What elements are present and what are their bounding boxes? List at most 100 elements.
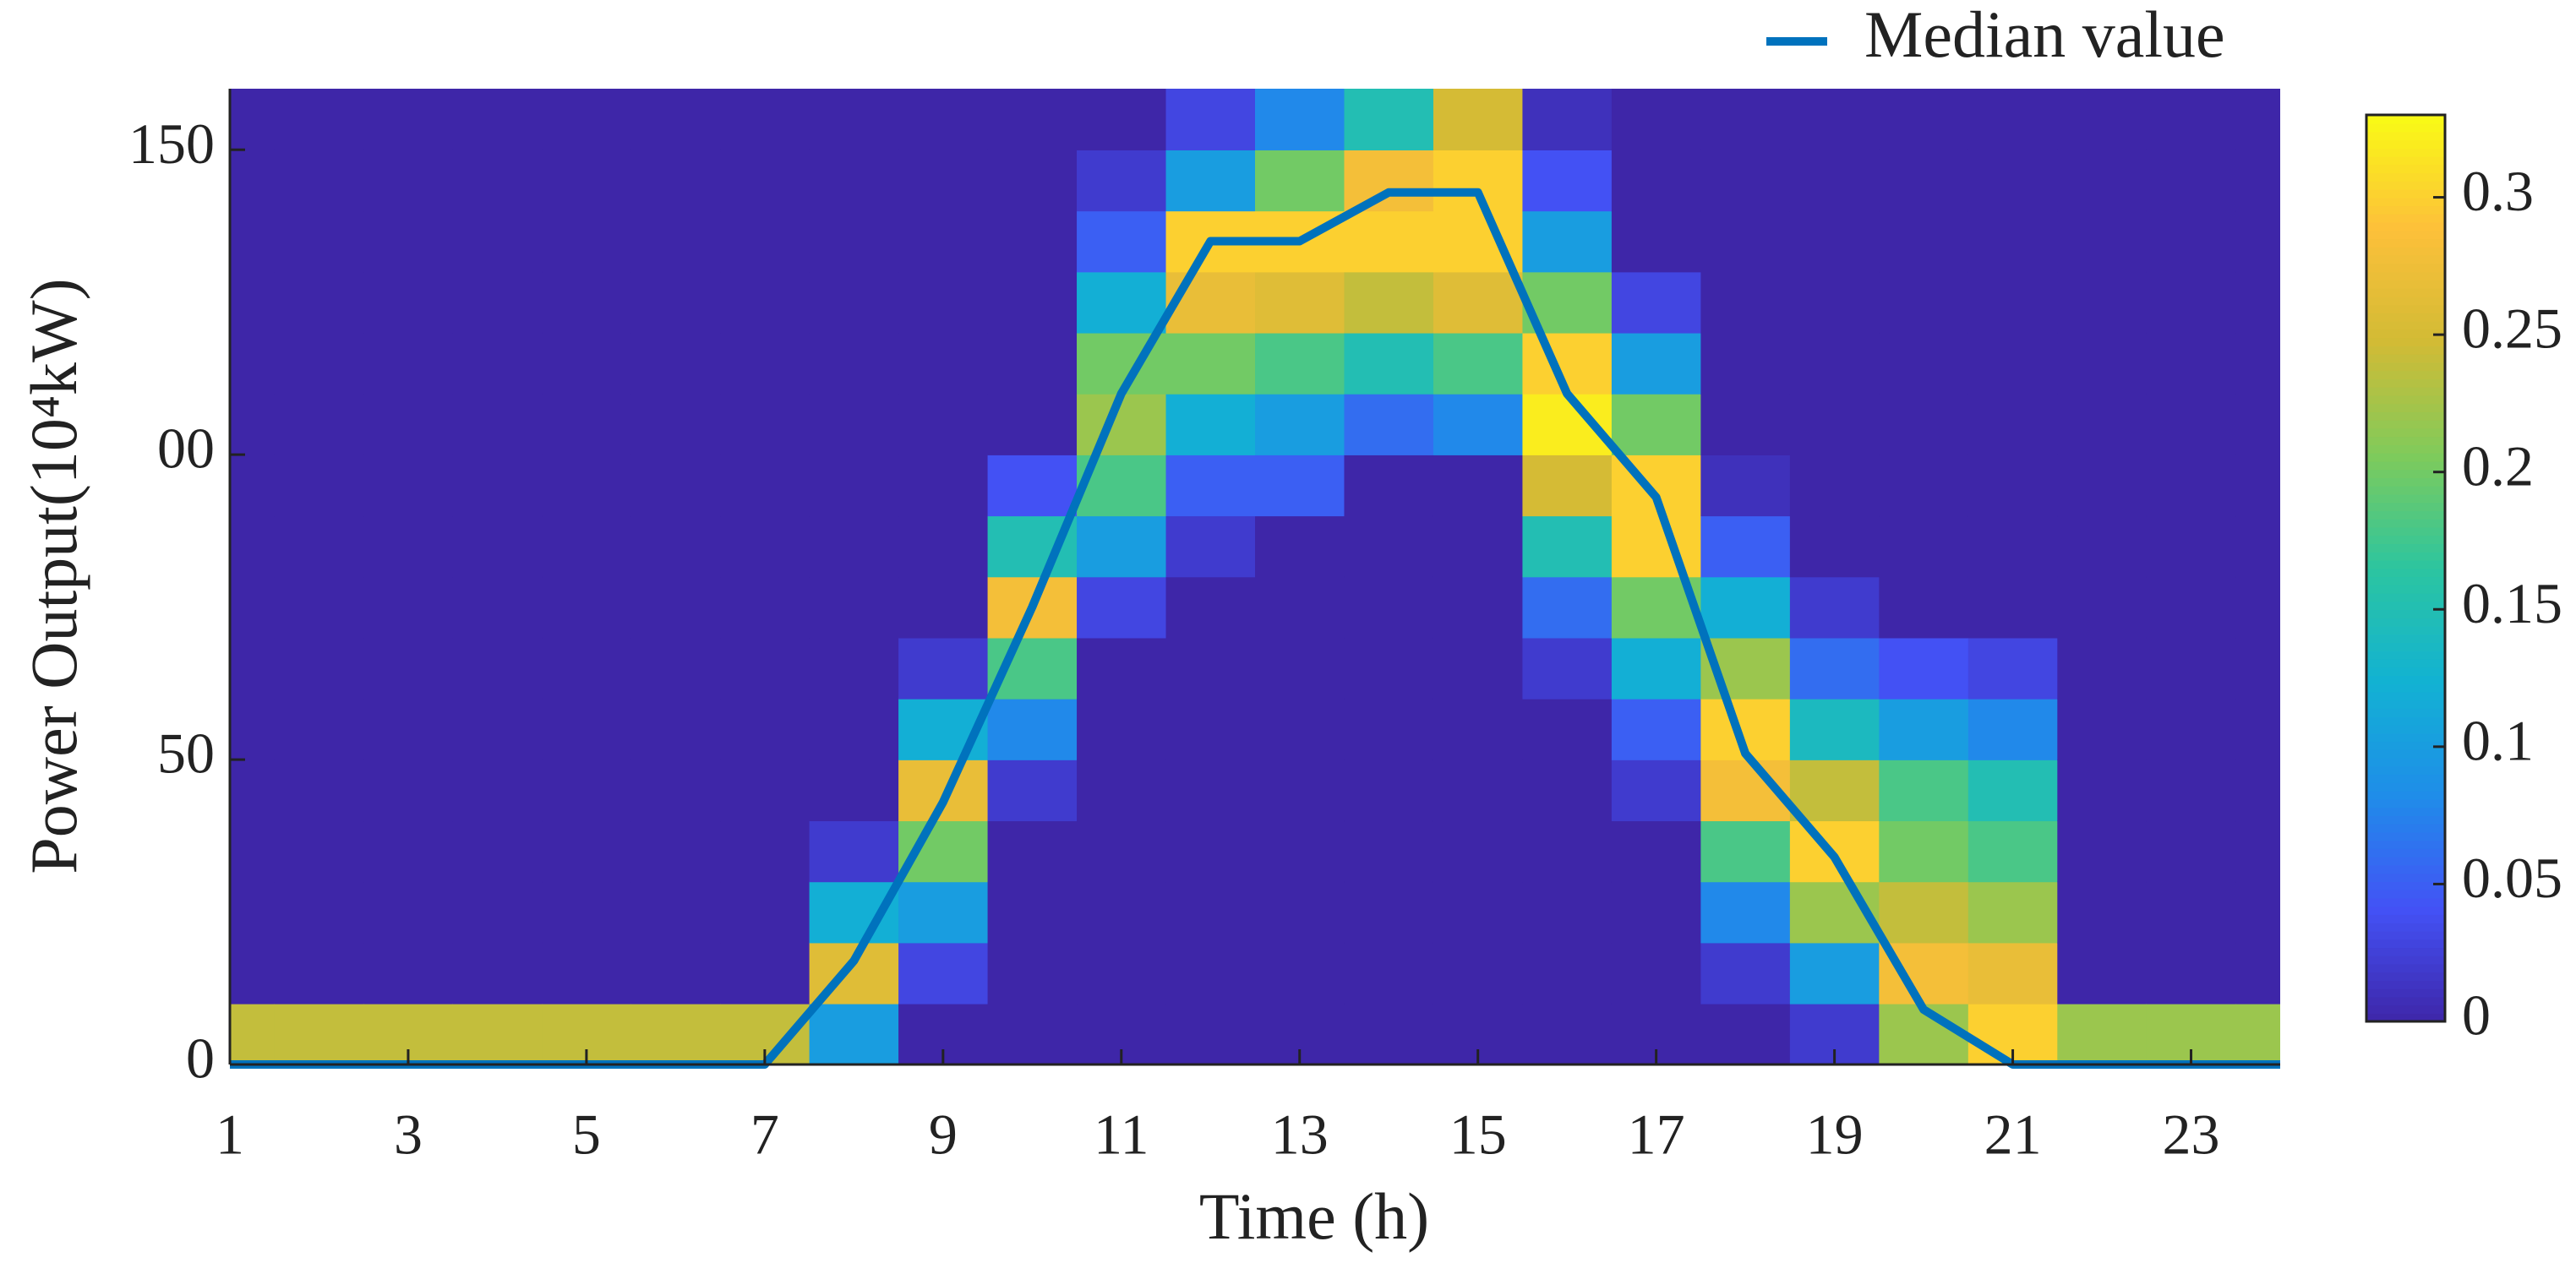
heat-cell [452, 332, 543, 395]
heat-cell [363, 637, 454, 700]
colorbar-step [2366, 864, 2445, 874]
heat-cell [2057, 89, 2148, 150]
heat-cell [630, 515, 721, 578]
heat-cell [1879, 698, 1969, 760]
heat-cell [630, 820, 721, 883]
heat-cell [1433, 455, 1524, 517]
heat-cell [1967, 637, 2059, 700]
heat-cell [987, 698, 1078, 760]
heat-cell [720, 760, 810, 822]
colorbar-step [2366, 897, 2445, 907]
heat-cell [274, 698, 365, 760]
heat-cell [363, 881, 454, 944]
colorbar-step [2366, 427, 2445, 438]
heat-cell [1433, 698, 1524, 760]
heat-cell [1789, 760, 1880, 822]
colorbar-step [2366, 972, 2445, 982]
heat-cell [898, 576, 989, 639]
heat-cell [1789, 455, 1880, 517]
heat-cell [542, 393, 632, 455]
heat-cell [1165, 1003, 1256, 1064]
heat-cell [809, 515, 899, 578]
heat-cell [2146, 637, 2237, 700]
heat-cell [2146, 271, 2237, 334]
colorbar-step [2366, 370, 2445, 379]
heat-cell [1433, 271, 1524, 334]
colorbar-step [2366, 749, 2445, 759]
heat-cell [1967, 393, 2059, 455]
heat-cell [1433, 820, 1524, 883]
heat-cell [2146, 150, 2237, 212]
heat-cell [1344, 455, 1434, 517]
heat-cell [1967, 942, 2059, 1004]
heat-cell [1879, 332, 1969, 395]
colorbar-step [2366, 313, 2445, 322]
heat-cell [274, 942, 365, 1004]
heat-cell [1165, 89, 1256, 150]
heat-cell [452, 942, 543, 1004]
heat-cell [2057, 515, 2148, 578]
heat-cell [898, 89, 989, 150]
heat-cell [2146, 89, 2237, 150]
heat-cell [1700, 576, 1791, 639]
colorbar-step [2366, 667, 2445, 677]
colorbar-step [2366, 609, 2445, 618]
heat-cell [1611, 89, 1702, 150]
colorbar-step [2366, 691, 2445, 701]
heat-cell [1879, 455, 1969, 517]
heat-cell [230, 332, 276, 395]
colorbar-step [2366, 815, 2445, 825]
heat-cell [1789, 515, 1880, 578]
heat-cell [630, 637, 721, 700]
heat-cell [1522, 637, 1613, 700]
colorbar-step [2366, 996, 2445, 1006]
colorbar-step [2366, 337, 2445, 346]
colorbar-step [2366, 444, 2445, 454]
heat-cell [2235, 515, 2280, 578]
heat-cell [230, 820, 276, 883]
heat-cell [809, 576, 899, 639]
colorbar-step [2366, 247, 2445, 256]
colorbar-step [2366, 601, 2445, 611]
heat-cell [2057, 332, 2148, 395]
colorbar-step [2366, 254, 2445, 264]
heat-cell [1700, 1003, 1791, 1064]
heat-cell [1879, 881, 1969, 944]
colorbar-step [2366, 559, 2445, 569]
heat-cell [2057, 698, 2148, 760]
heat-cell [1611, 515, 1702, 578]
heat-cell [1789, 332, 1880, 395]
heat-cell [1077, 150, 1167, 212]
heatmap [230, 89, 2280, 1064]
heat-cell [1165, 881, 1256, 944]
heat-cell [230, 393, 276, 455]
heat-cell [452, 271, 543, 334]
heat-cell [2057, 760, 2148, 822]
heat-cell [1255, 150, 1345, 212]
heat-cell [274, 393, 365, 455]
heat-cell [2235, 820, 2280, 883]
heat-cell [1165, 942, 1256, 1004]
heat-cell [1077, 881, 1167, 944]
heat-cell [630, 760, 721, 822]
heat-cell [1344, 393, 1434, 455]
heat-cell [452, 150, 543, 212]
heat-cell [898, 455, 989, 517]
colorbar-step [2366, 906, 2445, 915]
heat-cell [898, 942, 989, 1004]
colorbar-step [2366, 221, 2445, 231]
heat-cell [2235, 210, 2280, 273]
heat-cell [2057, 637, 2148, 700]
colorbar-tick-label: 0.05 [2462, 846, 2562, 910]
colorbar-tick-label: 0.1 [2462, 708, 2534, 772]
heat-cell [1165, 515, 1256, 578]
heat-cell [1700, 89, 1791, 150]
heat-cell [452, 1003, 543, 1064]
heat-cell [274, 881, 365, 944]
heat-cell [1255, 271, 1345, 334]
heat-cell [809, 150, 899, 212]
heat-cell [720, 271, 810, 334]
heat-cell [363, 89, 454, 150]
heat-cell [542, 210, 632, 273]
colorbar-step [2366, 955, 2445, 965]
